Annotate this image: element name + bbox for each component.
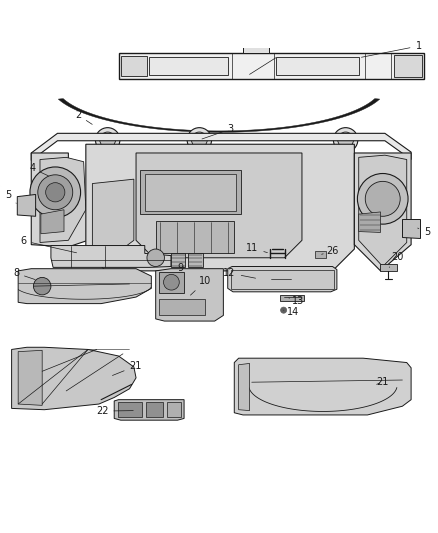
Bar: [231, 270, 334, 289]
Text: 10: 10: [191, 276, 212, 295]
Polygon shape: [17, 195, 35, 216]
Text: 4: 4: [29, 163, 48, 176]
Bar: [146, 402, 163, 417]
Polygon shape: [188, 253, 203, 268]
Bar: [145, 174, 237, 211]
Polygon shape: [18, 269, 151, 304]
Text: 21: 21: [376, 377, 389, 387]
Polygon shape: [354, 153, 411, 271]
Polygon shape: [155, 269, 223, 321]
Text: 9: 9: [177, 260, 188, 273]
Bar: [315, 251, 326, 258]
Polygon shape: [394, 55, 422, 77]
Polygon shape: [171, 253, 185, 268]
Circle shape: [357, 174, 408, 224]
Polygon shape: [359, 212, 381, 232]
Text: 5: 5: [418, 227, 431, 237]
Text: 21: 21: [113, 361, 142, 375]
Polygon shape: [41, 210, 64, 234]
Polygon shape: [58, 99, 380, 132]
Text: 13: 13: [289, 296, 304, 305]
Polygon shape: [136, 153, 302, 258]
Polygon shape: [403, 220, 420, 238]
Circle shape: [187, 128, 212, 152]
Polygon shape: [359, 155, 407, 266]
Polygon shape: [18, 350, 42, 405]
Text: 22: 22: [96, 406, 133, 416]
Polygon shape: [119, 53, 424, 79]
Polygon shape: [86, 144, 354, 271]
Polygon shape: [280, 295, 304, 301]
Text: 8: 8: [13, 268, 35, 280]
Circle shape: [338, 132, 353, 148]
Text: 3: 3: [202, 124, 234, 139]
Text: 5: 5: [5, 190, 16, 203]
Text: 1: 1: [361, 41, 422, 57]
Text: 26: 26: [321, 246, 338, 256]
Bar: [118, 402, 142, 417]
Polygon shape: [239, 364, 250, 410]
Bar: [159, 272, 184, 293]
Circle shape: [38, 175, 73, 210]
Circle shape: [147, 249, 164, 266]
Circle shape: [333, 128, 358, 152]
Polygon shape: [114, 400, 184, 420]
Text: 6: 6: [20, 236, 77, 253]
Circle shape: [30, 167, 81, 217]
Polygon shape: [243, 41, 269, 53]
Polygon shape: [51, 246, 171, 268]
Bar: [159, 299, 205, 316]
Polygon shape: [12, 348, 136, 410]
Circle shape: [46, 183, 65, 202]
Polygon shape: [31, 153, 88, 247]
Polygon shape: [149, 57, 228, 75]
Circle shape: [95, 128, 120, 152]
Text: 2: 2: [75, 110, 92, 124]
Circle shape: [163, 274, 179, 290]
Circle shape: [365, 181, 400, 216]
Text: 14: 14: [284, 308, 299, 317]
Circle shape: [281, 307, 287, 313]
Bar: [166, 402, 181, 417]
Polygon shape: [380, 264, 397, 271]
Polygon shape: [92, 179, 134, 253]
Text: 20: 20: [389, 252, 404, 268]
Circle shape: [100, 132, 116, 148]
Polygon shape: [31, 133, 411, 160]
Polygon shape: [228, 266, 337, 292]
Text: 11: 11: [246, 243, 268, 253]
Circle shape: [191, 132, 207, 148]
Polygon shape: [234, 358, 411, 415]
Circle shape: [33, 277, 51, 295]
Text: 12: 12: [223, 268, 255, 278]
Bar: [155, 221, 234, 253]
Polygon shape: [121, 56, 147, 76]
Polygon shape: [40, 157, 86, 243]
Polygon shape: [276, 57, 359, 75]
Bar: [141, 171, 241, 214]
